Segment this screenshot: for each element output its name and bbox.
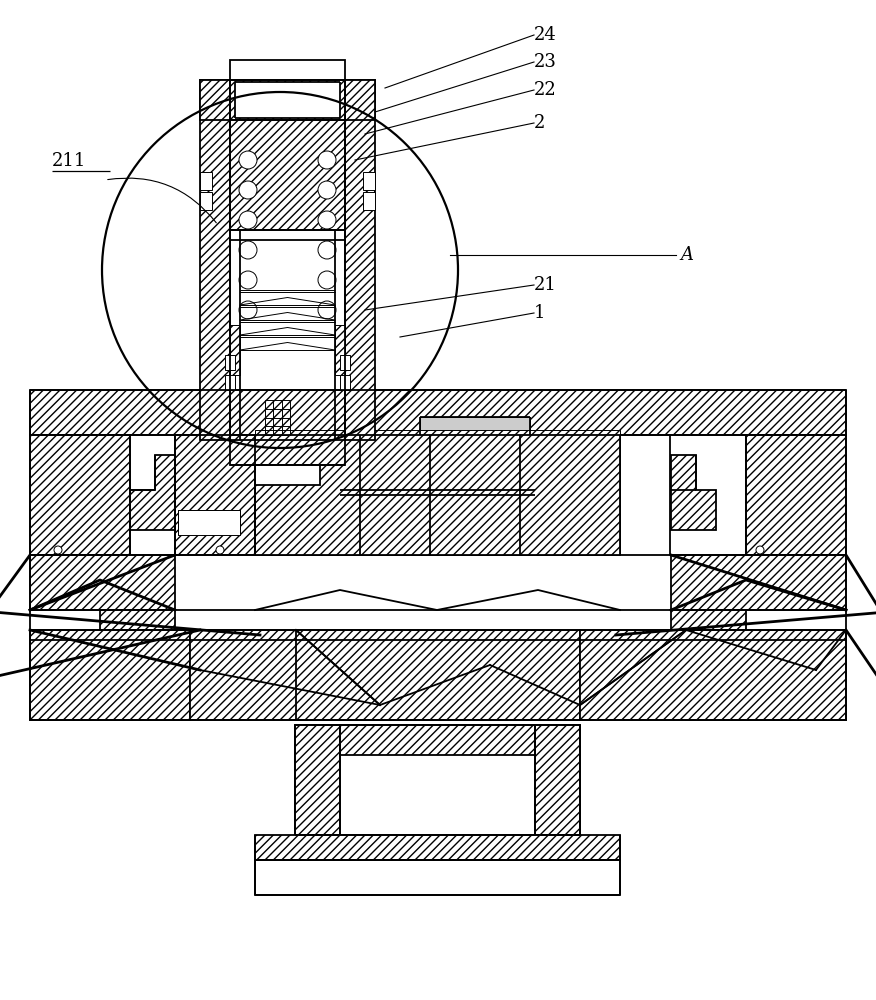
Polygon shape — [200, 172, 212, 190]
Polygon shape — [225, 355, 235, 370]
Circle shape — [318, 211, 336, 229]
Polygon shape — [340, 725, 535, 755]
Polygon shape — [538, 510, 600, 535]
Text: 1: 1 — [534, 304, 546, 322]
Text: 2: 2 — [534, 114, 546, 132]
Polygon shape — [178, 510, 240, 535]
Polygon shape — [30, 390, 846, 435]
Polygon shape — [175, 435, 255, 555]
Circle shape — [239, 211, 257, 229]
Polygon shape — [200, 80, 230, 440]
Polygon shape — [296, 630, 580, 720]
Polygon shape — [230, 80, 345, 120]
Polygon shape — [580, 630, 846, 720]
Circle shape — [239, 241, 257, 259]
Circle shape — [54, 546, 62, 554]
Polygon shape — [30, 435, 130, 555]
Polygon shape — [255, 835, 620, 860]
Circle shape — [216, 546, 224, 554]
Polygon shape — [235, 82, 340, 118]
Polygon shape — [686, 630, 846, 720]
Polygon shape — [225, 375, 235, 390]
Polygon shape — [230, 440, 345, 465]
Polygon shape — [671, 455, 716, 530]
Polygon shape — [335, 325, 345, 375]
Polygon shape — [255, 430, 620, 555]
Polygon shape — [30, 610, 175, 640]
Text: 211: 211 — [52, 152, 87, 170]
Polygon shape — [671, 610, 846, 640]
Polygon shape — [30, 630, 190, 720]
Polygon shape — [130, 455, 175, 530]
Circle shape — [239, 271, 257, 289]
Circle shape — [239, 301, 257, 319]
Text: 21: 21 — [534, 276, 557, 294]
Circle shape — [756, 546, 764, 554]
Circle shape — [318, 271, 336, 289]
Circle shape — [239, 151, 257, 169]
Polygon shape — [363, 192, 375, 210]
Text: 22: 22 — [534, 81, 557, 99]
Polygon shape — [686, 630, 846, 720]
Circle shape — [239, 181, 257, 199]
Polygon shape — [230, 60, 345, 120]
Circle shape — [318, 181, 336, 199]
Polygon shape — [255, 465, 320, 485]
Polygon shape — [295, 725, 580, 835]
Text: 23: 23 — [534, 53, 557, 71]
Circle shape — [318, 301, 336, 319]
Polygon shape — [746, 435, 846, 555]
Polygon shape — [230, 325, 240, 375]
Polygon shape — [230, 120, 345, 230]
Polygon shape — [340, 355, 350, 370]
Text: A: A — [680, 246, 693, 264]
Polygon shape — [345, 80, 375, 440]
Polygon shape — [230, 80, 345, 120]
Polygon shape — [30, 630, 190, 720]
Circle shape — [318, 151, 336, 169]
Polygon shape — [255, 860, 620, 895]
Polygon shape — [340, 375, 350, 390]
Polygon shape — [30, 555, 175, 610]
Polygon shape — [363, 172, 375, 190]
Polygon shape — [190, 630, 380, 720]
Polygon shape — [535, 725, 580, 835]
Text: 24: 24 — [534, 26, 557, 44]
Polygon shape — [200, 192, 212, 210]
Circle shape — [318, 241, 336, 259]
Polygon shape — [671, 555, 846, 610]
Polygon shape — [295, 725, 340, 835]
Polygon shape — [420, 417, 530, 435]
Polygon shape — [200, 80, 375, 120]
